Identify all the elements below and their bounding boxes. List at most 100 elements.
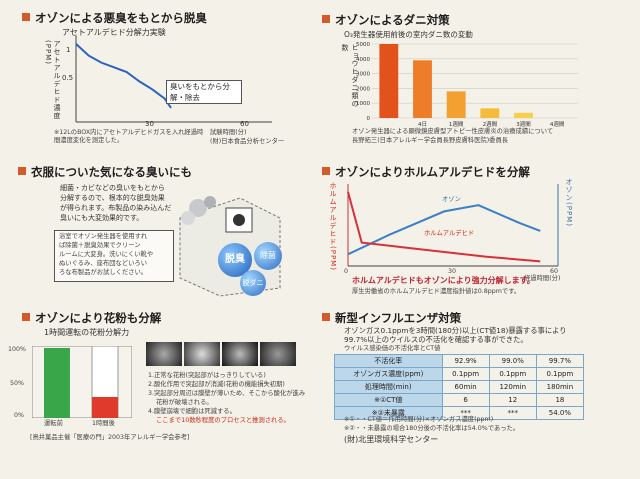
footnote: ※①・・CT値＝作用時間(分)×オゾンガス濃度(ppm): [344, 416, 494, 423]
body-line: が得られます。布製品の染み込んだ: [60, 204, 172, 212]
tip-line: ぬいぐるみ、座布団などいろい: [59, 260, 148, 267]
tip-line: ろな布製品がお試しください。: [59, 269, 148, 276]
x-tick-label: 3週間: [516, 120, 531, 128]
lead-line: オゾンガス0.1ppmを3時間(180分)以上(CT値18)暴露する事により: [344, 326, 567, 335]
table-cell: 12: [488, 393, 537, 407]
panel-acetaldehyde: オゾンによる悪臭をもとから脱臭 アセトアルデヒド分解力実験 アセトアルデヒド濃度…: [0, 0, 310, 158]
chart-note: 長野拓三(日本アレルギー学会員長野皮膚科医院)委員長: [352, 137, 509, 144]
y-tick-label: 4000: [356, 57, 370, 63]
mites-bar-chart: 0 1000 2000 3000 4000 5000 4日 1週間 2週間 3週間 4週間: [356, 42, 578, 128]
chart-subtitle: O₃発生器使用前後の室内ダニ数の変動: [344, 30, 473, 39]
series-label-formaldehyde: ホルムアルデヒド: [424, 230, 475, 237]
y-tick: 100%: [8, 346, 27, 353]
body-line: 臭いにも大変効果的です。: [60, 214, 144, 222]
pollen-photo: [146, 342, 182, 366]
table-cell: 0.1ppm: [535, 367, 585, 381]
x-tick: 0: [344, 268, 349, 275]
table-cell: 18: [535, 393, 585, 407]
series-line-formaldehyde: [347, 191, 541, 263]
table-cell: 120min: [488, 380, 537, 394]
table-cell: 0.1ppm: [488, 367, 537, 381]
ozone-axis-label: オゾン(PPM): [565, 178, 573, 227]
y-tick: 0.5: [62, 74, 74, 82]
panel-title: 衣服についた気になる臭いにも: [18, 164, 192, 180]
panel-formaldehyde: オゾンによりホルムアルデヒドを分解 ホルムアルデヒド(PPM) オゾン(PPM)…: [312, 160, 640, 305]
chart-note: ※12LのBOX内にアセトアルデヒドガスを入れ経過時間濃度変化を測定した。: [54, 129, 204, 144]
formaldehyde-chart: [347, 184, 559, 267]
x-tick: 1時間後: [92, 420, 115, 427]
footnote: ※②・・未暴露の場合180分後の不活化率は54.0%であった。: [344, 425, 520, 432]
table-cell: 0.1ppm: [441, 367, 490, 381]
table-cell: 処理時間(min): [334, 380, 443, 394]
x-tick-label: 4日: [418, 121, 427, 128]
y-tick: 0%: [14, 412, 24, 419]
panel-title: オゾンによるダニ対策: [322, 12, 450, 28]
table-cell: 92.9%: [441, 354, 490, 368]
pollen-step: 3.突起部分周辺は膜壁が薄いため、そこから酸化が進み: [148, 390, 306, 397]
inactivation-table: 不活化率 92.9% 99.0% 99.7% オゾンガス濃度(ppm) 0.1ppm 0.…: [334, 354, 585, 420]
series-label-ozone: オゾン: [442, 196, 461, 203]
table-cell: 6: [441, 393, 490, 407]
table-cell: 99.0%: [488, 354, 537, 368]
lead-line: 99.7%以上のウイルスの不活化を確認する事ができた。: [344, 335, 528, 344]
tip-line: 浴室でオゾン発生器を使用すれ: [59, 233, 148, 240]
pollen-photo: [222, 342, 258, 366]
bar: [413, 60, 432, 118]
body-line: 細菌・カビなどの臭いをもとから: [60, 184, 165, 192]
tip-box: 浴室でオゾン発生器を使用すれ ば除菌＋脱臭効果でクリーン ルームに大変身。洗いに…: [54, 230, 174, 282]
pollen-step: 花粉が破壊される。: [156, 399, 213, 406]
y-tick-label: 5000: [356, 42, 370, 48]
x-tick: 60: [240, 120, 249, 128]
source: (財)日本食品分析センター: [210, 138, 285, 145]
bar: [379, 44, 399, 118]
bar-after: [92, 397, 118, 418]
bar: [480, 108, 500, 118]
x-tick: 30: [448, 268, 457, 275]
panel-clothes: 衣服についた気になる臭いにも 細菌・カビなどの臭いをもとから 分解するので、根本…: [0, 160, 310, 305]
panel-influenza: 新型インフルエンザ対策 オゾンガス0.1ppmを3時間(180分)以上(CT値1…: [312, 306, 640, 456]
x-tick: 30: [145, 120, 154, 128]
table-cell: 不活化率: [334, 354, 443, 368]
x-tick-label: 2週間: [483, 120, 498, 128]
series-line-ozone: [347, 204, 541, 256]
panel-pollen: オゾンにより花粉も分解 1時間運転の花粉分解力 100% 50% 0% 運転前 …: [0, 306, 310, 456]
x-tick: 運転前: [44, 420, 63, 427]
chart-subtitle: 1時間運転の花粉分解力: [44, 328, 130, 337]
table-cell: 60min: [441, 380, 490, 394]
y-tick-label: 1000: [356, 101, 370, 107]
anti-mite-ball: 脱ダニ: [240, 270, 266, 296]
panel-mites: オゾンによるダニ対策 O₃発生器使用前後の室内ダニ数の変動 ヒョウヒダニ類の数 …: [312, 0, 640, 158]
table-cell: ※②未暴露: [334, 406, 443, 420]
x-axis-label: 試験時間(分): [210, 129, 247, 136]
y-tick-label: 3000: [356, 72, 370, 78]
tip-line: ば除菌＋脱臭効果でクリーン: [59, 242, 141, 249]
table-cell: 99.7%: [535, 354, 585, 368]
table-cell: オゾンガス濃度(ppm): [334, 367, 443, 381]
table-row: ※②未暴露 *** *** 54.0%: [334, 406, 585, 420]
y-tick: 50%: [10, 380, 24, 387]
table-cell: 180min: [535, 380, 585, 394]
x-tick-label: 1週間: [449, 120, 464, 128]
y-tick-label: 2000: [356, 86, 370, 92]
callout-box: 臭いをもとから分解・除去: [166, 80, 242, 104]
bar: [514, 112, 533, 118]
source: (財)北里環境科学センター: [344, 435, 439, 444]
table-cell: 54.0%: [535, 406, 585, 420]
bar-before: [44, 348, 70, 418]
table-cell: ***: [488, 406, 537, 420]
panel-title: オゾンによる悪臭をもとから脱臭: [22, 10, 207, 26]
pollen-photos: [146, 342, 296, 366]
x-axis-label: 経過時間(分): [524, 275, 561, 282]
pollen-bar-chart: [32, 346, 132, 418]
note: 厚生労働省のホルムアルデヒド濃度指針値は0.8ppmです。: [352, 288, 521, 295]
series-line: [75, 43, 172, 109]
x-tick-label: 4週間: [550, 120, 565, 128]
source: [鳥井菓品主催「医療の門」2003年アレルギー学会参考]: [30, 434, 190, 441]
y-tick: 1: [66, 46, 71, 54]
panel-title: 新型インフルエンザ対策: [322, 310, 461, 326]
panel-title: オゾンにより花粉も分解: [22, 310, 161, 326]
table-caption: ウイルス感染価の不活化率とCT値: [344, 345, 441, 352]
panel-title: オゾンによりホルムアルデヒドを分解: [322, 164, 530, 180]
pollen-photo: [184, 342, 220, 366]
